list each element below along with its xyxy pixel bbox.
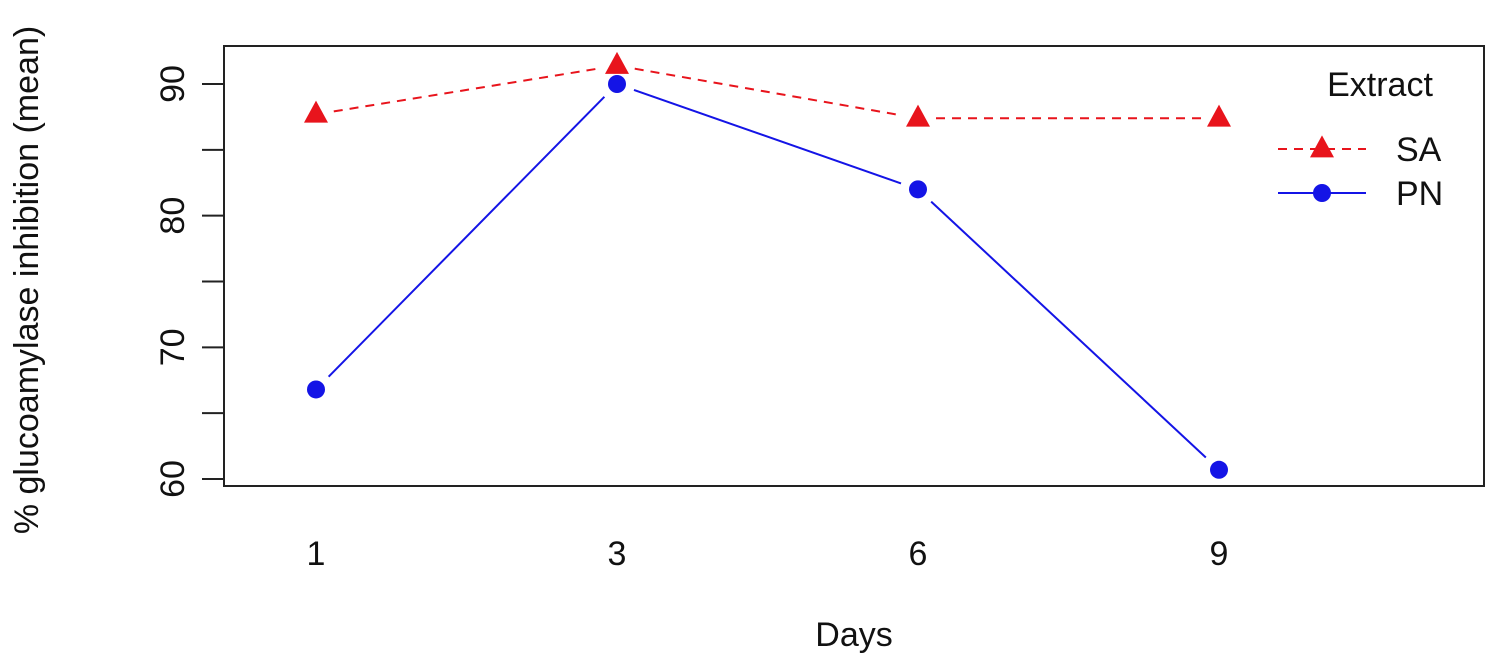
x-tick-label: 9	[1210, 535, 1229, 573]
series-line-segment	[327, 96, 606, 378]
data-point	[608, 75, 626, 93]
plot-frame	[223, 45, 1485, 487]
legend-marker	[1310, 135, 1334, 158]
series-line-segment	[634, 67, 901, 117]
legend-title: Extract	[1327, 66, 1433, 104]
x-axis: 1 3 6 9	[307, 535, 1229, 573]
data-point	[906, 104, 930, 127]
x-axis-title: Days	[815, 616, 892, 654]
data-point	[307, 380, 325, 399]
x-tick-label: 1	[307, 535, 326, 573]
y-tick-label: 60	[154, 460, 192, 498]
series-line-segment	[930, 200, 1207, 459]
series-sa	[304, 51, 1231, 127]
data-point	[304, 100, 328, 123]
data-point	[1207, 104, 1231, 127]
series-group	[304, 51, 1231, 479]
x-tick-label: 3	[608, 535, 627, 573]
data-point	[605, 51, 629, 74]
series-pn	[307, 75, 1228, 479]
series-line-segment	[333, 67, 600, 113]
legend-label: PN	[1396, 175, 1443, 213]
legend-item-pn: PN	[1278, 175, 1443, 213]
data-point	[1210, 460, 1228, 479]
y-axis-title: % glucoamylase inhibition (mean)	[8, 26, 46, 534]
y-tick-label: 80	[154, 197, 192, 235]
legend-item-sa: SA	[1278, 131, 1442, 169]
series-line-segment	[633, 89, 902, 185]
y-tick-label: 70	[154, 328, 192, 366]
data-point	[909, 180, 927, 199]
y-axis: 60 70 80 90	[154, 65, 224, 498]
legend: Extract SA PN	[1278, 66, 1443, 213]
x-tick-label: 6	[909, 535, 928, 573]
legend-marker	[1313, 184, 1331, 202]
y-tick-label: 90	[154, 65, 192, 103]
legend-label: SA	[1396, 131, 1442, 169]
